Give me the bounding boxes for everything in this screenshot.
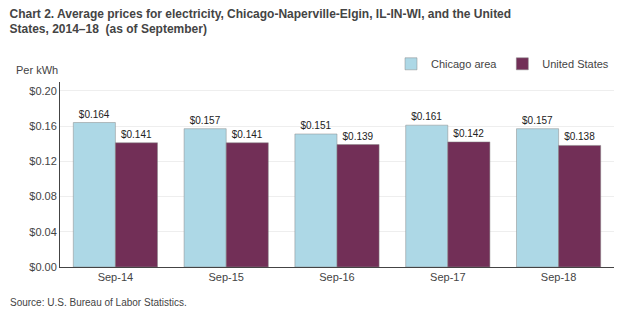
svg-text:$0.08: $0.08: [29, 190, 57, 202]
svg-text:$0.157: $0.157: [522, 115, 553, 126]
svg-text:Sep-17: Sep-17: [430, 271, 465, 283]
svg-text:$0.00: $0.00: [29, 261, 57, 273]
svg-text:$0.141: $0.141: [121, 129, 152, 140]
svg-text:Per kWh: Per kWh: [16, 64, 58, 76]
svg-text:Chart 2. Average prices for el: Chart 2. Average prices for electricity,…: [9, 7, 511, 37]
svg-text:Chicago area: Chicago area: [431, 58, 497, 70]
svg-text:Sep-14: Sep-14: [98, 271, 133, 283]
svg-text:$0.04: $0.04: [29, 226, 57, 238]
svg-text:$0.12: $0.12: [29, 155, 57, 167]
svg-text:$0.20: $0.20: [29, 85, 57, 97]
svg-text:$0.151: $0.151: [300, 120, 331, 131]
svg-text:$0.161: $0.161: [411, 111, 442, 122]
svg-text:Sep-16: Sep-16: [319, 271, 354, 283]
svg-text:Source: U.S. Bureau of Labor S: Source: U.S. Bureau of Labor Statistics.: [10, 297, 187, 308]
svg-text:Sep-18: Sep-18: [541, 271, 576, 283]
svg-text:$0.142: $0.142: [453, 128, 484, 139]
svg-text:$0.139: $0.139: [343, 131, 374, 142]
svg-text:$0.157: $0.157: [190, 115, 221, 126]
svg-text:$0.164: $0.164: [79, 109, 110, 120]
svg-text:$0.141: $0.141: [232, 129, 263, 140]
svg-text:Sep-15: Sep-15: [208, 271, 243, 283]
svg-text:United States: United States: [542, 58, 609, 70]
svg-text:$0.16: $0.16: [29, 120, 57, 132]
svg-text:$0.138: $0.138: [564, 131, 595, 142]
